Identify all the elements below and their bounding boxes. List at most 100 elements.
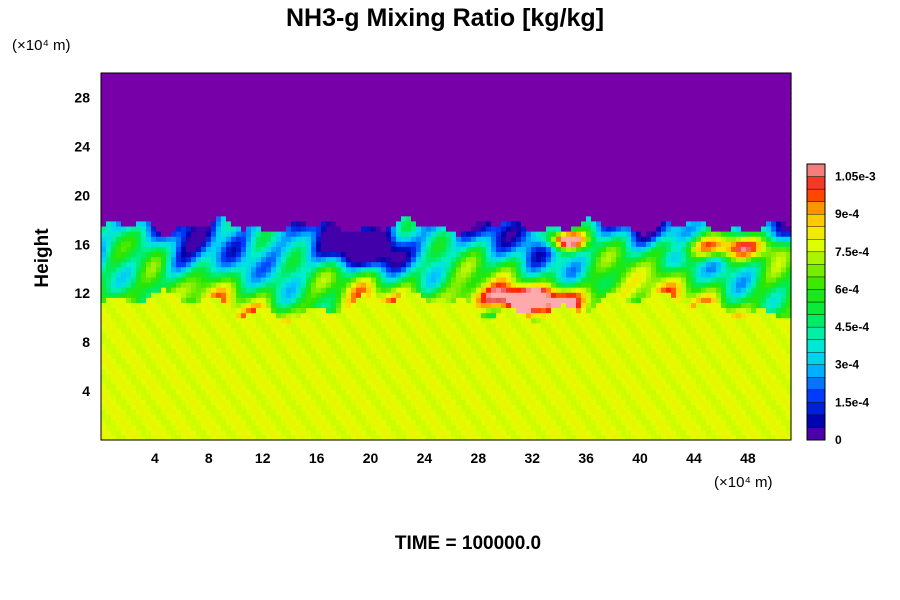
heatmap-cell: [296, 419, 302, 426]
heatmap-cell: [431, 98, 437, 105]
heatmap-cell: [361, 261, 367, 268]
heatmap-cell: [356, 169, 362, 176]
heatmap-cell: [226, 154, 232, 161]
heatmap-cell: [391, 180, 397, 186]
heatmap-cell: [396, 129, 402, 135]
heatmap-cell: [236, 246, 242, 253]
heatmap-cell: [121, 429, 127, 436]
heatmap-cell: [211, 414, 217, 421]
heatmap-cell: [441, 419, 447, 426]
heatmap-cell: [206, 205, 212, 212]
heatmap-cell: [351, 322, 357, 329]
heatmap-cell: [246, 287, 252, 293]
heatmap-cell: [441, 327, 447, 334]
heatmap-cell: [266, 353, 272, 360]
heatmap-cell: [226, 292, 232, 298]
heatmap-cell: [291, 246, 297, 253]
heatmap-cell: [316, 93, 322, 100]
heatmap-cell: [186, 317, 192, 324]
heatmap-cell: [141, 404, 147, 411]
heatmap-cell: [201, 297, 207, 303]
heatmap-cell: [421, 185, 427, 191]
heatmap-cell: [201, 307, 207, 314]
heatmap-cell: [436, 327, 442, 334]
heatmap-cell: [116, 164, 122, 171]
heatmap-cell: [406, 190, 412, 196]
heatmap-cell: [216, 225, 222, 232]
heatmap-cell: [401, 174, 407, 181]
heatmap-cell: [161, 220, 167, 227]
heatmap-cell: [196, 174, 202, 181]
heatmap-cell: [311, 414, 317, 421]
heatmap-cell: [396, 409, 402, 416]
heatmap-field: [101, 73, 792, 441]
heatmap-cell: [106, 414, 112, 421]
heatmap-cell: [406, 322, 412, 329]
heatmap-cell: [341, 205, 347, 212]
heatmap-cell: [116, 225, 122, 232]
heatmap-cell: [236, 185, 242, 191]
heatmap-cell: [256, 129, 262, 135]
heatmap-cell: [431, 271, 437, 278]
heatmap-cell: [401, 231, 407, 237]
heatmap-cell: [151, 139, 157, 145]
heatmap-cell: [331, 261, 337, 268]
heatmap-cell: [101, 205, 107, 212]
heatmap-cell: [391, 215, 397, 222]
heatmap-cell: [306, 215, 312, 222]
heatmap-cell: [346, 424, 352, 431]
heatmap-cell: [201, 154, 207, 161]
heatmap-cell: [331, 414, 337, 421]
heatmap-cell: [256, 404, 262, 411]
heatmap-cell: [226, 251, 232, 258]
heatmap-cell: [411, 302, 417, 309]
heatmap-cell: [341, 343, 347, 349]
heatmap-cell: [341, 266, 347, 273]
heatmap-cell: [256, 251, 262, 258]
heatmap-cell: [231, 266, 237, 273]
heatmap-cell: [316, 287, 322, 293]
heatmap-cell: [396, 134, 402, 140]
heatmap-cell: [251, 363, 257, 370]
heatmap-cell: [306, 297, 312, 303]
heatmap-cell: [376, 195, 382, 202]
heatmap-cell: [146, 73, 152, 79]
heatmap-cell: [121, 348, 127, 354]
heatmap-cell: [426, 292, 432, 298]
heatmap-cell: [426, 317, 432, 324]
heatmap-cell: [361, 88, 367, 94]
heatmap-cell: [306, 343, 312, 349]
heatmap-cell: [421, 343, 427, 349]
heatmap-cell: [386, 271, 392, 278]
heatmap-cell: [156, 322, 162, 329]
heatmap-cell: [406, 185, 412, 191]
heatmap-cell: [371, 190, 377, 196]
heatmap-cell: [211, 83, 217, 89]
heatmap-cell: [426, 241, 432, 247]
heatmap-cell: [321, 404, 327, 411]
heatmap-cell: [231, 205, 237, 212]
heatmap-cell: [181, 139, 187, 145]
heatmap-cell: [336, 108, 342, 115]
heatmap-cell: [311, 118, 317, 125]
heatmap-cell: [156, 378, 162, 385]
heatmap-cell: [331, 205, 337, 212]
heatmap-cell: [326, 210, 332, 217]
heatmap-cell: [351, 368, 357, 375]
heatmap-cell: [406, 220, 412, 227]
heatmap-cell: [206, 414, 212, 421]
heatmap-cell: [416, 332, 422, 339]
heatmap-cell: [226, 73, 232, 79]
heatmap-cell: [141, 118, 147, 125]
heatmap-cell: [141, 225, 147, 232]
heatmap-cell: [381, 266, 387, 273]
heatmap-cell: [226, 169, 232, 176]
heatmap-cell: [236, 404, 242, 411]
heatmap-cell: [171, 281, 177, 288]
heatmap-cell: [226, 215, 232, 222]
heatmap-cell: [176, 108, 182, 115]
heatmap-cell: [191, 200, 197, 207]
heatmap-cell: [181, 373, 187, 380]
heatmap-cell: [196, 434, 202, 441]
heatmap-cell: [276, 113, 282, 120]
